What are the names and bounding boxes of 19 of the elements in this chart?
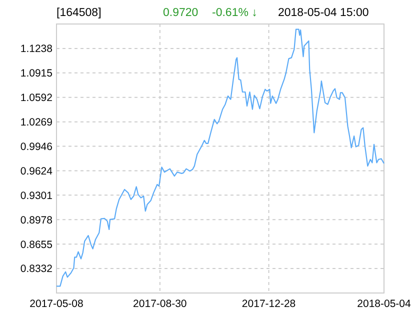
- y-tick-label: 1.0915: [20, 68, 53, 80]
- y-tick-label: 0.9301: [20, 190, 53, 202]
- y-tick-label: 0.8655: [20, 238, 53, 251]
- y-tick-label: 1.0592: [20, 92, 53, 104]
- text: 0.9720: [163, 7, 198, 19]
- x-tick-label: 2018-05-04: [357, 298, 412, 310]
- line-series: [56, 28, 385, 287]
- y-tick-label: 0.9624: [20, 165, 53, 178]
- chart-title: [164508]: [56, 7, 102, 19]
- y-tick-label: 0.8978: [20, 214, 53, 226]
- text: 2018-05-04 15:00: [278, 7, 369, 19]
- y-tick-label: 0.8332: [20, 263, 53, 276]
- y-tick-label: 1.0269: [20, 116, 53, 129]
- x-tick-label: 2017-12-28: [242, 298, 296, 310]
- text: -0.61% ↓: [212, 7, 258, 19]
- y-tick-label: 1.1238: [20, 43, 53, 56]
- x-tick-label: 2017-08-30: [133, 298, 187, 310]
- x-tick-label: 2017-05-08: [30, 298, 84, 310]
- y-tick-label: 0.9946: [20, 140, 53, 153]
